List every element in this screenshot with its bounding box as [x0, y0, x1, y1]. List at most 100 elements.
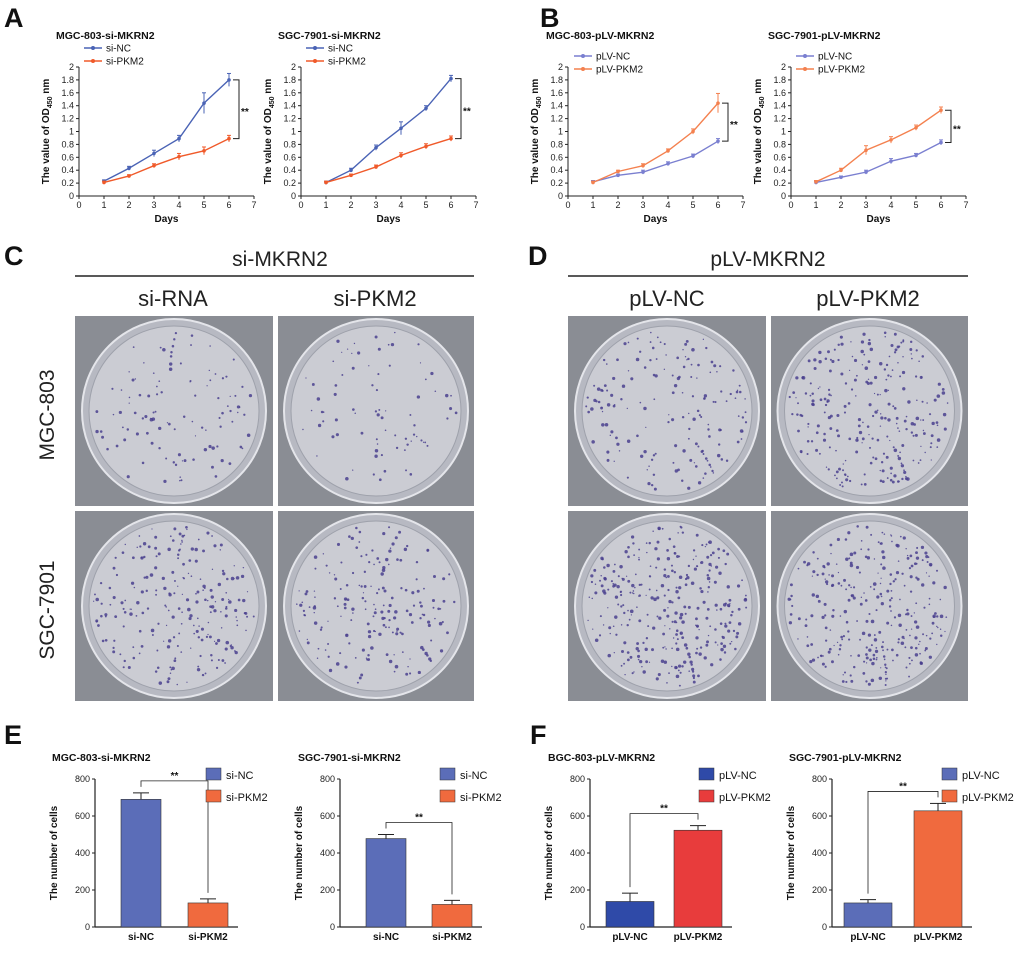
colony-dot [696, 409, 700, 413]
colony-dot [863, 353, 866, 356]
colony-dot [145, 431, 149, 435]
colony-dot [865, 656, 869, 660]
colony-dot [853, 358, 858, 363]
colony-dot [663, 342, 666, 346]
legend-label: pLV-PKM2 [818, 65, 865, 76]
colony-dot [862, 421, 864, 424]
colony-dot [395, 632, 399, 636]
colony-dot [169, 672, 172, 674]
colony-dot [186, 528, 188, 531]
colony-dot [883, 533, 886, 535]
colony-dot [736, 389, 739, 392]
colony-dot [924, 649, 927, 652]
colony-dot [403, 449, 406, 452]
colony-dot [130, 581, 135, 585]
colony-dot [627, 370, 630, 372]
colony-dot [216, 445, 219, 448]
colony-dot [689, 660, 693, 664]
legend-marker [313, 59, 317, 63]
colony-dot [836, 641, 839, 644]
colony-dot [665, 648, 667, 650]
colony-dot [813, 358, 817, 362]
colony-dot [681, 620, 685, 624]
colony-dot [893, 351, 897, 354]
x-tick-label: 4 [398, 200, 403, 210]
colony-dot [598, 634, 602, 637]
colony-dot [692, 680, 696, 684]
colony-dot [841, 638, 844, 641]
colony-dot [718, 428, 722, 432]
colony-dot [906, 608, 909, 612]
colony-dot [317, 423, 322, 428]
colony-dot [410, 440, 412, 442]
colony-dot [883, 331, 887, 335]
colony-dot [333, 392, 337, 396]
colony-dot [704, 472, 707, 475]
colony-dot [909, 634, 911, 637]
colony-dot [906, 554, 909, 557]
colony-dot [839, 644, 842, 647]
colony-dot [797, 567, 800, 570]
colony-dot [655, 677, 659, 681]
colony-dot [173, 659, 177, 663]
colony-dot [229, 409, 232, 413]
colony-dot [917, 462, 920, 464]
data-point [102, 180, 106, 185]
y-tick-label: 0.6 [61, 152, 74, 162]
colony-dot [853, 378, 857, 382]
colony-dot [638, 594, 641, 597]
colony-left-header: si-MKRN2 [232, 248, 328, 271]
colony-dot [670, 564, 673, 567]
colony-dot [143, 576, 146, 579]
colony-dot [725, 459, 729, 462]
colony-dot [643, 366, 647, 369]
colony-dot [895, 416, 899, 420]
colony-dot [714, 641, 717, 644]
legend-label: pLV-NC [719, 770, 757, 782]
colony-dot [365, 657, 368, 659]
colony-dot [876, 393, 879, 396]
colony-dot [869, 586, 872, 588]
colony-dot [352, 469, 354, 471]
colony-dot [905, 666, 908, 669]
colony-dot [368, 561, 371, 564]
colony-dot [599, 579, 602, 582]
colony-dot [849, 674, 852, 677]
colony-dot [317, 647, 320, 650]
colony-dot [869, 461, 873, 465]
colony-dot [298, 630, 301, 632]
colony-dot [419, 362, 422, 364]
colony-dot [671, 418, 675, 422]
colony-dot [228, 598, 230, 601]
colony-dot [869, 381, 873, 385]
colony-dot [901, 477, 904, 481]
colony-dot [135, 615, 138, 617]
colony-dot [209, 588, 213, 592]
colony-dot [195, 600, 199, 604]
colony-dot [354, 656, 357, 659]
colony-dot [845, 588, 848, 591]
colony-dot [699, 562, 702, 564]
colony-dot [419, 604, 423, 608]
colony-dot [423, 587, 425, 590]
colony-dot [840, 342, 844, 346]
panel-letter-a: A [4, 3, 24, 33]
colony-dot [705, 346, 708, 350]
colony-dot [855, 565, 860, 570]
colony-dot [632, 590, 635, 592]
legend-label: si-NC [328, 44, 353, 55]
colony-dot [419, 617, 422, 620]
colony-dot [880, 416, 884, 420]
colony-dot [602, 358, 606, 362]
colony-dot [872, 456, 875, 459]
y-tick-label: 1.8 [283, 75, 296, 85]
colony-dot [842, 635, 846, 638]
colony-dot [358, 530, 362, 534]
y-tick-label: 600 [570, 811, 585, 821]
colony-dot [682, 348, 684, 351]
colony-dot [215, 642, 218, 645]
colony-dish-image-2 [278, 316, 474, 506]
y-tick-label: 0 [781, 191, 786, 201]
